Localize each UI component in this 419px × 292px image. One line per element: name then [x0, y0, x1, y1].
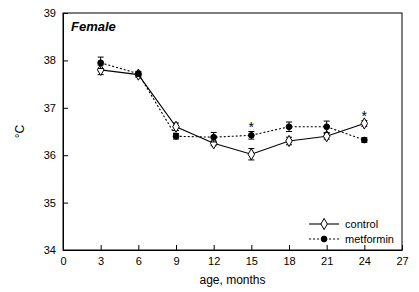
tick-mark — [63, 108, 68, 109]
marker — [286, 124, 292, 130]
tick-label: 27 — [396, 255, 408, 267]
error-bar — [361, 138, 367, 143]
tick-label: 12 — [208, 255, 220, 267]
tick-label: 39 — [44, 7, 56, 19]
tick: 27 — [396, 245, 408, 267]
legend-item: control — [309, 218, 378, 230]
marker — [173, 121, 179, 132]
axis-line — [64, 250, 403, 251]
tick: 21 — [321, 245, 333, 267]
tick-mark — [327, 245, 328, 250]
tick-label: 34 — [44, 244, 56, 256]
series-line — [101, 63, 365, 140]
tick: 15 — [246, 245, 258, 267]
error-cap — [98, 68, 104, 69]
tick-label: 38 — [44, 54, 56, 66]
tick-label: 36 — [44, 149, 56, 161]
chart: 0369121518212427343536373839Female**cont… — [0, 0, 419, 292]
tick: 34 — [44, 244, 68, 256]
tick: 6 — [136, 245, 142, 267]
tick-mark — [63, 60, 68, 61]
error-cap — [324, 121, 330, 122]
tick: 12 — [208, 245, 220, 267]
tick-mark — [63, 155, 68, 156]
error-bar — [173, 133, 179, 139]
error-cap — [248, 139, 254, 140]
error-cap — [211, 132, 217, 133]
title: Female — [71, 19, 116, 34]
legend-marker — [321, 236, 327, 242]
tick-label: 35 — [44, 197, 56, 209]
tick-mark — [289, 245, 290, 250]
legend-label: metformin — [345, 233, 394, 245]
marker — [361, 137, 367, 143]
error-bar — [135, 71, 141, 76]
x-axis: 0 3 6 9 12 15 18 21 24 27 — [60, 245, 408, 267]
tick: 9 — [173, 245, 179, 267]
tick-mark — [402, 245, 403, 250]
marker — [286, 135, 292, 146]
tick-label: 24 — [359, 255, 371, 267]
error-cap — [211, 141, 217, 142]
tick: 38 — [44, 54, 68, 66]
tick: 39 — [44, 7, 68, 19]
error-bar — [286, 122, 292, 131]
error-cap — [98, 57, 104, 58]
tick: 3 — [98, 245, 104, 267]
series-line — [101, 70, 365, 154]
tick: 37 — [44, 102, 68, 114]
axis-line — [63, 14, 64, 251]
tick: 35 — [44, 197, 68, 209]
marker — [173, 133, 179, 139]
tick-label: 18 — [283, 255, 295, 267]
tick-mark — [214, 245, 215, 250]
tick-label: 9 — [173, 255, 179, 267]
error-bar — [248, 149, 254, 160]
marker — [98, 60, 104, 66]
y-axis-title: °C — [13, 124, 27, 138]
plot: 0369121518212427343536373839Female**cont… — [44, 7, 409, 267]
legend-marker — [321, 218, 327, 229]
tick-label: 6 — [136, 255, 142, 267]
plot-frame — [63, 13, 402, 250]
tick-mark — [176, 245, 177, 250]
tick-label: 0 — [60, 255, 66, 267]
tick-label: 3 — [98, 255, 104, 267]
error-cap — [324, 132, 330, 133]
legend-label: control — [345, 218, 378, 230]
tick: 24 — [359, 245, 371, 267]
y-axis: 34 35 36 37 38 39 — [44, 7, 68, 256]
marker — [211, 134, 217, 140]
marker — [324, 124, 330, 130]
x-axis-title: age, months — [199, 273, 265, 287]
annotation: * — [249, 119, 255, 135]
tick-label: 37 — [44, 102, 56, 114]
tick-mark — [63, 250, 68, 251]
tick: 36 — [44, 149, 68, 161]
tick: 18 — [283, 245, 295, 267]
tick-mark — [251, 245, 252, 250]
error-bar — [324, 121, 330, 132]
error-bar — [98, 57, 104, 68]
marker — [248, 149, 254, 160]
legend: control metformin — [309, 218, 394, 245]
annotation: * — [362, 108, 368, 124]
marker — [135, 69, 141, 80]
error-cap — [286, 122, 292, 123]
tick-mark — [63, 13, 68, 14]
tick-label: 21 — [321, 255, 333, 267]
tick-label: 15 — [246, 255, 258, 267]
marker — [135, 71, 141, 77]
error-bar — [211, 132, 217, 141]
marker — [323, 131, 329, 142]
data-area — [97, 57, 367, 160]
tick-mark — [364, 245, 365, 250]
tick-mark — [138, 245, 139, 250]
legend-item: metformin — [309, 233, 394, 245]
tick-mark — [101, 245, 102, 250]
error-cap — [286, 131, 292, 132]
tick-mark — [63, 203, 68, 204]
